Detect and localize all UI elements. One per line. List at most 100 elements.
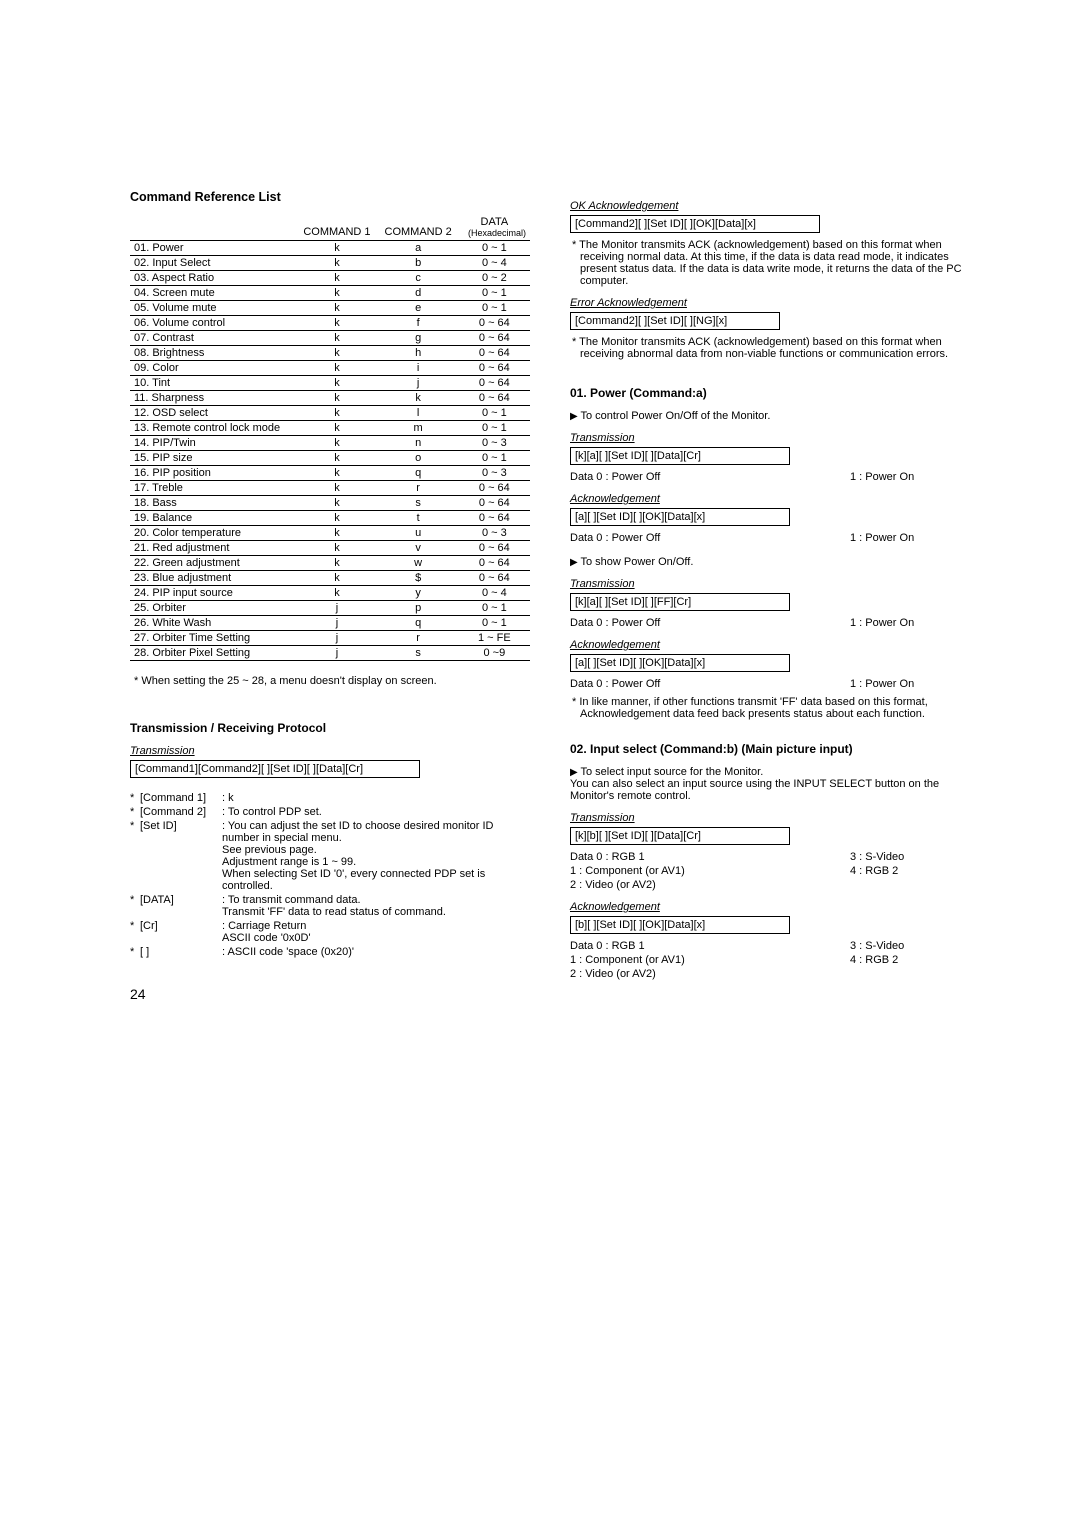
- cell-cmd2: c: [378, 271, 459, 286]
- table-row: 27. Orbiter Time Settingjr1 ~ FE: [130, 631, 530, 646]
- cell-name: 12. OSD select: [130, 406, 296, 421]
- cell-cmd2: r: [378, 631, 459, 646]
- s02-t-label: Transmission: [570, 812, 970, 824]
- cell-name: 27. Orbiter Time Setting: [130, 631, 296, 646]
- s01-a2-data: Data 0 : Power Off 1 : Power On: [570, 678, 970, 690]
- bullet-key: [DATA]: [140, 894, 218, 906]
- cell-data: 0 ~ 64: [459, 346, 530, 361]
- bullet-key: [Command 2]: [140, 806, 218, 818]
- cell-data: 0 ~ 1: [459, 406, 530, 421]
- s01-note: * In like manner, if other functions tra…: [570, 696, 970, 720]
- s01-t-box: [k][a][ ][Set ID][ ][Data][Cr]: [570, 447, 790, 465]
- cell-cmd1: k: [296, 421, 377, 436]
- table-row: 12. OSD selectkl0 ~ 1: [130, 406, 530, 421]
- s01-desc2: To show Power On/Off.: [570, 556, 970, 568]
- cell-data: 1 ~ FE: [459, 631, 530, 646]
- s02-a-box: [b][ ][Set ID][ ][OK][Data][x]: [570, 916, 790, 934]
- bullet-row: *[DATA]: To transmit command data.Transm…: [130, 894, 530, 918]
- cell-name: 28. Orbiter Pixel Setting: [130, 646, 296, 661]
- cell-cmd1: j: [296, 631, 377, 646]
- cell-data: 0 ~ 64: [459, 571, 530, 586]
- cell-name: 24. PIP input source: [130, 586, 296, 601]
- bullet-key: [Set ID]: [140, 820, 218, 832]
- bullet-key: [Cr]: [140, 920, 218, 932]
- cell-cmd2: o: [378, 451, 459, 466]
- bullet-key: [ ]: [140, 946, 218, 958]
- th-name: [130, 214, 296, 241]
- table-row: 18. Bassks0 ~ 64: [130, 496, 530, 511]
- cell-cmd1: j: [296, 646, 377, 661]
- s02-t-box: [k][b][ ][Set ID][ ][Data][Cr]: [570, 827, 790, 845]
- cell-cmd1: k: [296, 361, 377, 376]
- cell-data: 0 ~ 64: [459, 376, 530, 391]
- cell-data: 0 ~ 64: [459, 316, 530, 331]
- cell-cmd2: d: [378, 286, 459, 301]
- cell-name: 11. Sharpness: [130, 391, 296, 406]
- bullet-star: *: [130, 920, 140, 932]
- cell-name: 02. Input Select: [130, 256, 296, 271]
- cell-data: 0 ~ 1: [459, 601, 530, 616]
- table-row: 11. Sharpnesskk0 ~ 64: [130, 391, 530, 406]
- cell-cmd2: y: [378, 586, 459, 601]
- table-header-row: COMMAND 1 COMMAND 2 DATA (Hexadecimal): [130, 214, 530, 241]
- protocol-bullets: *[Command 1]: k*[Command 2]: To control …: [130, 792, 530, 958]
- cell-cmd1: k: [296, 406, 377, 421]
- cell-data: 0 ~ 4: [459, 256, 530, 271]
- s01-a2-box: [a][ ][Set ID][ ][OK][Data][x]: [570, 654, 790, 672]
- cell-name: 25. Orbiter: [130, 601, 296, 616]
- bullet-star: *: [130, 792, 140, 804]
- cell-name: 13. Remote control lock mode: [130, 421, 296, 436]
- cell-data: 0 ~ 3: [459, 526, 530, 541]
- cell-cmd2: m: [378, 421, 459, 436]
- cell-cmd1: k: [296, 571, 377, 586]
- cell-cmd1: k: [296, 376, 377, 391]
- document-page: Command Reference List COMMAND 1 COMMAND…: [0, 0, 1080, 1042]
- table-row: 25. Orbiterjp0 ~ 1: [130, 601, 530, 616]
- bullet-val: : ASCII code 'space (0x20)': [218, 946, 530, 958]
- s01-t-data: Data 0 : Power Off 1 : Power On: [570, 471, 970, 483]
- bullet-val: : To control PDP set.: [218, 806, 530, 818]
- cell-name: 19. Balance: [130, 511, 296, 526]
- cell-cmd2: q: [378, 616, 459, 631]
- cell-data: 0 ~ 1: [459, 241, 530, 256]
- table-row: 03. Aspect Ratiokc0 ~ 2: [130, 271, 530, 286]
- cell-cmd2: t: [378, 511, 459, 526]
- cell-name: 22. Green adjustment: [130, 556, 296, 571]
- th-data: DATA (Hexadecimal): [459, 214, 530, 241]
- ok-ack-text: * The Monitor transmits ACK (acknowledge…: [570, 239, 970, 287]
- cell-name: 01. Power: [130, 241, 296, 256]
- table-row: 17. Treblekr0 ~ 64: [130, 481, 530, 496]
- table-row: 10. Tintkj0 ~ 64: [130, 376, 530, 391]
- s01-t2-label: Transmission: [570, 578, 970, 590]
- page-number: 24: [130, 986, 146, 1002]
- cell-name: 15. PIP size: [130, 451, 296, 466]
- cell-cmd2: e: [378, 301, 459, 316]
- cell-cmd1: k: [296, 286, 377, 301]
- table-row: 07. Contrastkg0 ~ 64: [130, 331, 530, 346]
- s01-a2-label: Acknowledgement: [570, 639, 970, 651]
- bullet-val: : Carriage ReturnASCII code '0x0D': [218, 920, 530, 944]
- cell-data: 0 ~ 1: [459, 451, 530, 466]
- cell-cmd2: n: [378, 436, 459, 451]
- bullet-row: *[Cr]: Carriage ReturnASCII code '0x0D': [130, 920, 530, 944]
- cell-name: 23. Blue adjustment: [130, 571, 296, 586]
- cell-data: 0 ~ 64: [459, 331, 530, 346]
- cell-data: 0 ~ 64: [459, 496, 530, 511]
- th-cmd1: COMMAND 1: [296, 214, 377, 241]
- bullet-star: *: [130, 806, 140, 818]
- table-row: 13. Remote control lock modekm0 ~ 1: [130, 421, 530, 436]
- cell-name: 06. Volume control: [130, 316, 296, 331]
- protocol-heading: Transmission / Receiving Protocol: [130, 721, 530, 735]
- cell-name: 03. Aspect Ratio: [130, 271, 296, 286]
- table-row: 28. Orbiter Pixel Settingjs0 ~9: [130, 646, 530, 661]
- bullet-row: *[Set ID]: You can adjust the set ID to …: [130, 820, 530, 892]
- table-row: 21. Red adjustmentkv0 ~ 64: [130, 541, 530, 556]
- table-row: 08. Brightnesskh0 ~ 64: [130, 346, 530, 361]
- table-row: 16. PIP positionkq0 ~ 3: [130, 466, 530, 481]
- cell-cmd1: k: [296, 586, 377, 601]
- cell-cmd2: g: [378, 331, 459, 346]
- table-row: 24. PIP input sourceky0 ~ 4: [130, 586, 530, 601]
- cell-cmd1: k: [296, 556, 377, 571]
- cell-cmd1: k: [296, 241, 377, 256]
- cell-cmd1: k: [296, 331, 377, 346]
